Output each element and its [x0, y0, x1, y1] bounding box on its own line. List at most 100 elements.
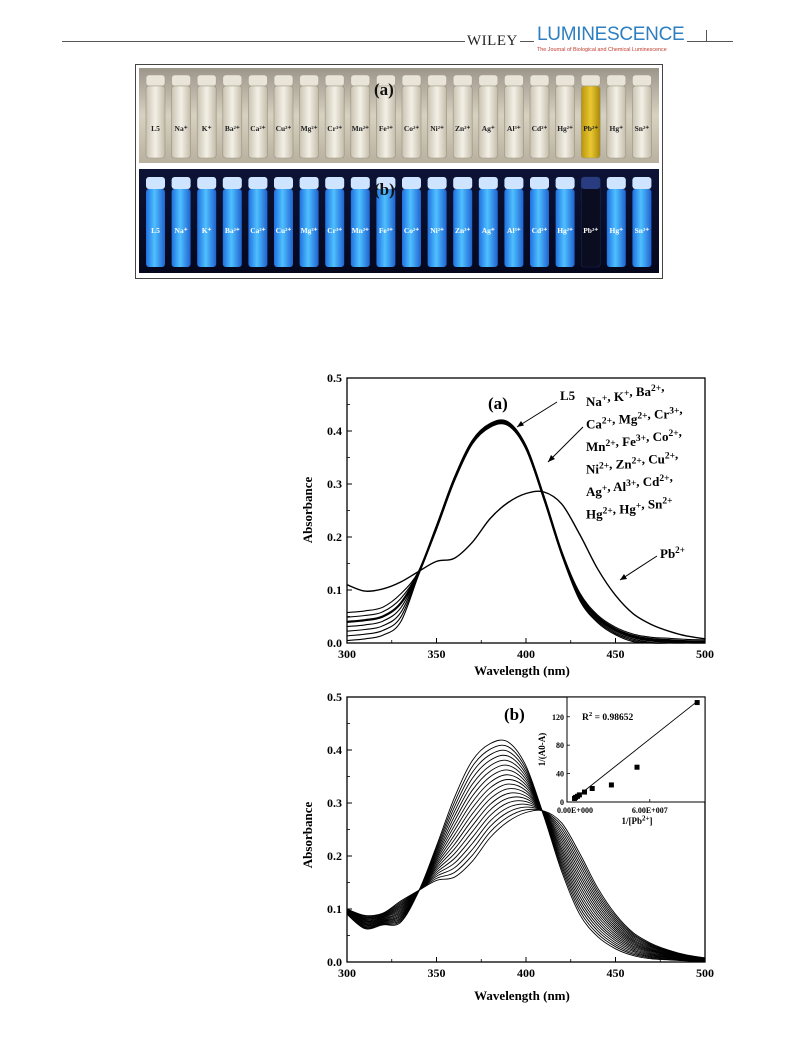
vial-cap	[324, 74, 345, 87]
series-line-titration	[346, 749, 706, 962]
chart-b-x-tick-label: 500	[696, 966, 714, 980]
vial-clear	[427, 85, 447, 159]
vial-cap	[581, 177, 601, 189]
vial-fluorescent	[376, 189, 396, 267]
journal-subtitle: The Journal of Biological and Chemical L…	[537, 47, 667, 53]
series-line-titration	[346, 779, 706, 961]
vial-clear	[478, 85, 499, 159]
series-line-titration	[346, 803, 706, 959]
inset-data-point	[589, 786, 595, 792]
chart-b-y-tick-label: 0.5	[327, 690, 342, 704]
vial-cap	[273, 74, 294, 87]
series-line-titration	[346, 809, 706, 959]
annotation-ion-line: Ca2+, Mg2+, Cr3+,	[586, 402, 683, 432]
vial-label: Ni²⁺	[430, 226, 444, 235]
vial-cap	[274, 177, 293, 189]
inset-y-tick-label: 120	[552, 713, 564, 722]
chart-a-x-tick-label: 300	[338, 647, 356, 661]
chart-a-y-tick-label: 0.5	[327, 371, 342, 385]
vial-cap	[555, 177, 575, 189]
vial-cap	[197, 177, 217, 189]
chart-b-y-tick-label: 0.0	[327, 955, 342, 969]
vial-cap	[350, 74, 371, 87]
inset-r2-label: R2 = 0.98652	[582, 711, 633, 723]
annotation-ions-arrowhead	[548, 455, 555, 462]
chart-a-plot-frame	[346, 377, 706, 644]
vial-label: Cu²⁺	[276, 124, 292, 133]
chart-b-x-axis-label: Wavelength (nm)	[474, 988, 570, 1003]
vial-fluorescent	[325, 189, 345, 267]
journal-title: LUMINESCENCE	[534, 24, 688, 46]
vial-label: Ag⁺	[482, 226, 495, 235]
publisher-logo: WILEY	[465, 33, 520, 50]
vial-fluorescent	[274, 189, 293, 267]
vial-cap	[325, 177, 345, 189]
inset-frame	[566, 696, 706, 803]
annotation-ions-arrow	[547, 426, 584, 463]
annotation-pb-arrowhead	[620, 574, 627, 580]
inset-data-point	[608, 782, 614, 788]
vial-cap	[299, 177, 319, 189]
chart-b-x-tick-label: 450	[607, 966, 625, 980]
chart-a-y-tick-label: 0.1	[327, 583, 342, 597]
vial-label: Ca²⁺	[250, 226, 265, 235]
inset-data-point	[574, 793, 580, 799]
annotation-l5-arrowhead	[517, 421, 524, 427]
vial-label: Zn²⁺	[455, 226, 470, 235]
vial-fluorescent	[222, 189, 242, 267]
vial-clear	[273, 85, 294, 159]
vial-clear	[376, 85, 396, 159]
vial-label: Mg²⁺	[301, 226, 318, 235]
vial-cap	[171, 177, 191, 189]
vial-cap	[632, 74, 652, 87]
header-rule	[62, 41, 733, 42]
vial-clear	[299, 85, 319, 159]
vial-label: Cd²⁺	[532, 226, 548, 235]
chart-a-y-tick-label: 0.2	[327, 530, 342, 544]
vial-clear	[324, 85, 345, 159]
series-line-titration	[346, 792, 706, 960]
vial-label: Na⁺	[175, 124, 188, 133]
uv-vials: L5 Na⁺ K⁺ Ba²⁺ Ca²⁺ Cu²⁺ Mg²⁺ Cr³⁺ Mn²⁺ Fe³⁺ Co²⁺ N…	[146, 176, 652, 268]
vial-clear	[452, 85, 473, 159]
vial-cap	[427, 74, 447, 87]
vial-cap	[530, 177, 549, 189]
series-line-metal-ion	[346, 422, 705, 644]
vial-clear	[529, 85, 550, 159]
vial-cap	[504, 177, 524, 189]
vial-photo-svg: L5 Na⁺ K⁺ Ba²⁺ Ca²⁺ Cu²⁺ Mg²⁺ Cr³⁺ Mn²⁺ Fe³⁺ Co²⁺ N…	[139, 68, 659, 273]
vial-clear	[248, 85, 268, 159]
vial-cap	[146, 177, 165, 189]
series-line-metal-ion	[346, 419, 706, 644]
vial-fluorescent	[427, 189, 447, 267]
vial-label: Cr³⁺	[327, 226, 342, 235]
inset-y-tick-label: 0	[560, 798, 564, 807]
vial-fluorescent	[146, 189, 165, 267]
vial-fluorescent	[299, 189, 319, 267]
chart-b-x-tick-label: 400	[517, 966, 535, 980]
annotation-ion-line: Hg2+, Hg+, Sn2+	[586, 497, 672, 522]
chart-a-x-axis-label: Wavelength (nm)	[474, 663, 570, 678]
annotation-l5: L5	[560, 388, 576, 403]
vial-label: Ag⁺	[482, 124, 495, 133]
vial-label: Ba²⁺	[225, 124, 240, 133]
vial-label: Mn²⁺	[352, 226, 369, 235]
vial-label: Zn²⁺	[455, 124, 470, 133]
chart-b-panel-label: (b)	[504, 705, 525, 724]
vial-clear	[145, 85, 166, 159]
vial-label: K⁺	[202, 226, 212, 235]
annotation-pb2: Pb2+	[660, 545, 685, 561]
photo-panel-a-label: (a)	[374, 80, 394, 99]
vial-label: Hg²⁺	[557, 226, 573, 235]
vial-label: Co²⁺	[404, 124, 419, 133]
vial-fluorescent	[632, 189, 652, 267]
annotation-ion-line: Ag+, Al3+, Cd2+,	[586, 469, 673, 499]
series-line-titration	[346, 808, 706, 959]
series-line-titration	[346, 744, 706, 962]
vial-cap	[376, 177, 396, 189]
vial-cap	[222, 177, 242, 189]
annotation-ion-line: Ni2+, Zn2+, Cu2+,	[586, 447, 678, 477]
chart-b-x-tick-label: 300	[338, 966, 356, 980]
vial-label: Hg⁺	[610, 226, 624, 235]
inset-data-point	[694, 700, 700, 706]
